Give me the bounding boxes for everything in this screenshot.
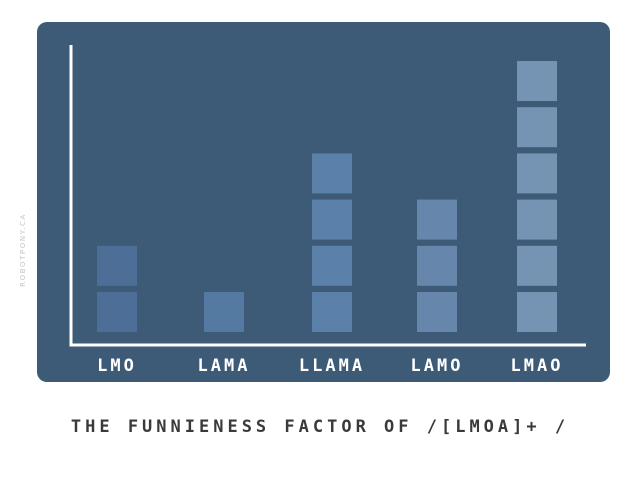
bar-lamo bbox=[417, 199, 457, 332]
bar-block bbox=[517, 199, 557, 240]
bar-block bbox=[417, 292, 457, 332]
bar-lmao bbox=[517, 61, 557, 332]
bar-block bbox=[417, 245, 457, 286]
bar-block bbox=[312, 153, 352, 194]
bar-block bbox=[517, 153, 557, 194]
bar-block bbox=[517, 107, 557, 148]
x-tick-label: LAMO bbox=[411, 356, 464, 376]
bar-block bbox=[312, 199, 352, 240]
x-tick-label: LMO bbox=[97, 356, 137, 376]
bar-block bbox=[417, 199, 457, 240]
bar-block bbox=[517, 292, 557, 332]
bar-block bbox=[517, 245, 557, 286]
bar-block bbox=[204, 292, 244, 332]
bar-block bbox=[97, 292, 137, 332]
bar-block bbox=[312, 245, 352, 286]
bar-llama bbox=[312, 153, 352, 332]
bar-block bbox=[517, 61, 557, 101]
chart-title: THE FUNNIENESS FACTOR OF /[LMOA]+ / bbox=[70, 417, 570, 437]
x-tick-label: LAMA bbox=[198, 356, 251, 376]
bar-block bbox=[97, 245, 137, 286]
x-tick-label: LMAO bbox=[511, 356, 564, 376]
bar-lmo bbox=[97, 245, 137, 332]
bar-lama bbox=[204, 292, 244, 332]
bar-block bbox=[312, 292, 352, 332]
x-tick-label: LLAMA bbox=[299, 356, 365, 376]
watermark: ROBOTPONY.CA bbox=[19, 213, 27, 287]
